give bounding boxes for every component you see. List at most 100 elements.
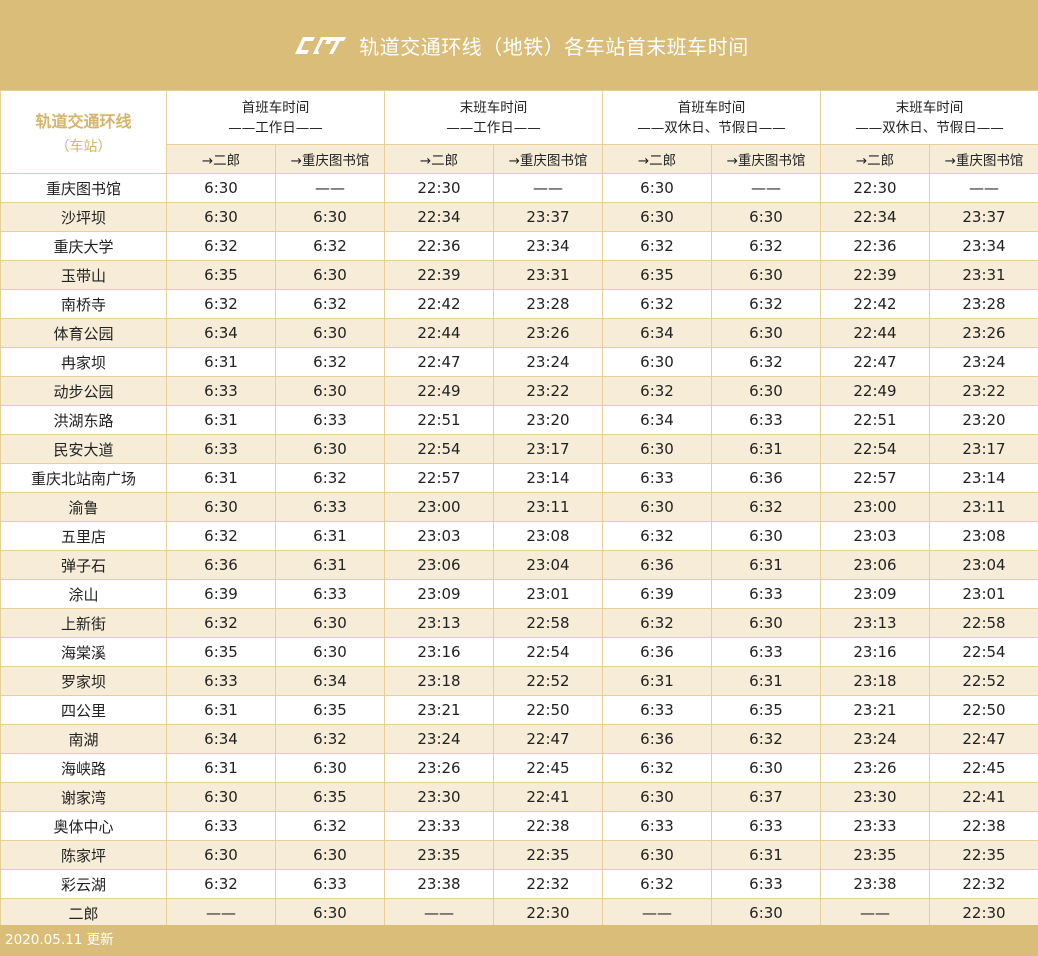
corner-header: 轨道交通环线 （车站） [0, 90, 167, 174]
time-cell: 22:57 [384, 463, 494, 493]
time-cell: 23:33 [820, 811, 930, 841]
time-cell: 6:31 [602, 666, 712, 696]
time-cell: 23:31 [929, 260, 1038, 290]
time-cell: 6:35 [275, 695, 385, 725]
time-cell: 22:45 [493, 753, 603, 783]
time-cell: 22:51 [820, 405, 930, 435]
time-cell: 6:30 [602, 840, 712, 870]
time-cell: 23:03 [820, 521, 930, 551]
time-cell: 6:32 [602, 231, 712, 261]
time-cell: 23:21 [384, 695, 494, 725]
time-cell: 23:01 [493, 579, 603, 609]
time-cell: 22:52 [493, 666, 603, 696]
time-cell: 6:30 [602, 202, 712, 232]
time-cell: 6:32 [711, 492, 821, 522]
station-name: 重庆大学 [0, 231, 167, 261]
station-name: 洪湖东路 [0, 405, 167, 435]
time-cell: 6:35 [166, 637, 276, 667]
time-cell: 23:00 [820, 492, 930, 522]
time-cell: 6:30 [166, 173, 276, 203]
time-cell: —— [384, 898, 494, 928]
time-cell: 23:08 [493, 521, 603, 551]
time-cell: 23:24 [929, 347, 1038, 377]
time-cell: 23:22 [929, 376, 1038, 406]
time-cell: 23:13 [384, 608, 494, 638]
time-cell: 6:32 [166, 289, 276, 319]
time-cell: 6:30 [166, 492, 276, 522]
time-cell: 6:30 [275, 318, 385, 348]
time-cell: 6:33 [275, 579, 385, 609]
page-title: 轨道交通环线（地铁）各车站首末班车时间 [359, 34, 749, 59]
time-cell: 6:32 [602, 608, 712, 638]
table-row: 沙坪坝 6:30 6:30 22:34 23:37 6:30 6:30 22:34 23:37 [0, 202, 1038, 232]
time-cell: 23:34 [493, 231, 603, 261]
time-cell: 22:30 [929, 898, 1038, 928]
time-cell: 6:39 [166, 579, 276, 609]
time-cell: 23:24 [493, 347, 603, 377]
station-name: 重庆北站南广场 [0, 463, 167, 493]
time-cell: 22:35 [493, 840, 603, 870]
time-cell: 6:31 [275, 521, 385, 551]
station-name: 彩云湖 [0, 869, 167, 899]
time-cell: 6:33 [166, 811, 276, 841]
station-name: 沙坪坝 [0, 202, 167, 232]
table-row: 渝鲁 6:30 6:33 23:00 23:11 6:30 6:32 23:00 23:11 [0, 492, 1038, 522]
group-header: 末班车时间 ——工作日—— [384, 90, 603, 145]
time-cell: 23:20 [493, 405, 603, 435]
station-name: 谢家湾 [0, 782, 167, 812]
time-cell: 6:32 [275, 289, 385, 319]
time-cell: 22:51 [384, 405, 494, 435]
direction-header: →重庆图书馆 [493, 144, 603, 174]
time-cell: 22:49 [384, 376, 494, 406]
time-cell: 23:09 [384, 579, 494, 609]
time-cell: 23:28 [929, 289, 1038, 319]
station-name: 重庆图书馆 [0, 173, 167, 203]
time-cell: 6:30 [711, 260, 821, 290]
time-cell: 6:35 [711, 695, 821, 725]
group-header: 首班车时间 ——双休日、节假日—— [602, 90, 821, 145]
group-subtitle: ——双休日、节假日—— [637, 119, 786, 136]
time-cell: —— [711, 173, 821, 203]
time-cell: 23:28 [493, 289, 603, 319]
time-cell: 22:36 [820, 231, 930, 261]
time-cell: 6:30 [275, 753, 385, 783]
time-cell: 6:30 [602, 347, 712, 377]
time-cell: 6:31 [166, 753, 276, 783]
time-cell: —— [602, 898, 712, 928]
time-cell: 23:13 [820, 608, 930, 638]
direction-header: →二郎 [820, 144, 930, 174]
time-cell: 22:54 [929, 637, 1038, 667]
table-row: 彩云湖 6:32 6:33 23:38 22:32 6:32 6:33 23:38 22:32 [0, 869, 1038, 899]
station-name: 动步公园 [0, 376, 167, 406]
time-cell: 6:32 [602, 376, 712, 406]
update-date: 2020.05.11 更新 [5, 932, 114, 948]
time-cell: —— [820, 898, 930, 928]
table-row: 四公里 6:31 6:35 23:21 22:50 6:33 6:35 23:21 22:50 [0, 695, 1038, 725]
station-name: 四公里 [0, 695, 167, 725]
time-cell: 22:49 [820, 376, 930, 406]
time-cell: —— [493, 173, 603, 203]
time-cell: 6:30 [711, 898, 821, 928]
time-cell: 23:21 [820, 695, 930, 725]
time-cell: 6:30 [275, 840, 385, 870]
time-cell: 22:47 [820, 347, 930, 377]
time-cell: 22:47 [929, 724, 1038, 754]
time-cell: 23:34 [929, 231, 1038, 261]
station-name: 海棠溪 [0, 637, 167, 667]
time-cell: 6:31 [275, 550, 385, 580]
station-label: （车站） [55, 139, 112, 155]
time-cell: 6:33 [166, 666, 276, 696]
table-row: 冉家坝 6:31 6:32 22:47 23:24 6:30 6:32 22:47 23:24 [0, 347, 1038, 377]
time-cell: 22:30 [384, 173, 494, 203]
time-cell: 6:31 [166, 463, 276, 493]
table-row: 陈家坪 6:30 6:30 23:35 22:35 6:30 6:31 23:35 22:35 [0, 840, 1038, 870]
table-row: 南湖 6:34 6:32 23:24 22:47 6:36 6:32 23:24 22:47 [0, 724, 1038, 754]
station-name: 南湖 [0, 724, 167, 754]
group-subtitle: ——工作日—— [228, 119, 323, 136]
station-name: 上新街 [0, 608, 167, 638]
banner-content: 轨道交通环线（地铁）各车站首末班车时间 [289, 31, 749, 60]
time-cell: 23:11 [493, 492, 603, 522]
time-cell: 6:30 [275, 898, 385, 928]
direction-header-row: →二郎 →重庆图书馆 →二郎 →重庆图书馆 →二郎 →重庆图书馆 →二郎 →重庆… [1, 144, 1038, 174]
